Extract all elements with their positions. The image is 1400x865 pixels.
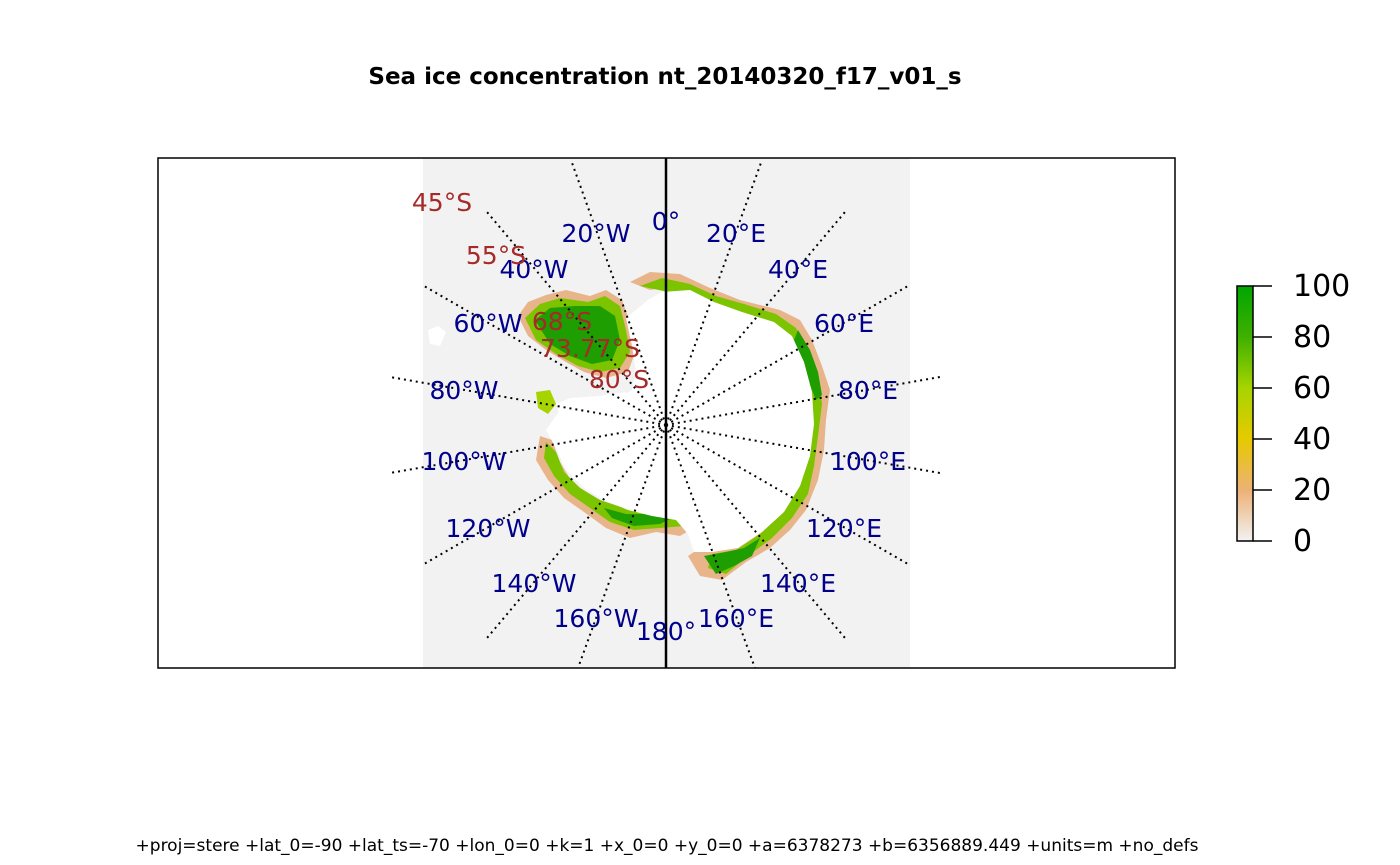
- lon-label: 180°: [636, 617, 696, 646]
- lon-label: 60°E: [814, 309, 874, 338]
- lon-label: 160°E: [698, 604, 774, 633]
- lon-label: 40°E: [768, 255, 828, 284]
- legend-tick: 20: [1293, 473, 1331, 508]
- lat-label: 68°S: [532, 307, 592, 336]
- color-legend: 100 80 60 40 20 0: [1236, 269, 1350, 559]
- lon-label: 120°W: [446, 514, 531, 543]
- legend-tick: 40: [1293, 422, 1331, 457]
- projection-string: +proj=stere +lat_0=-90 +lat_ts=-70 +lon_…: [135, 836, 1199, 856]
- antarctica-land: [546, 290, 814, 552]
- lon-label: 100°E: [830, 447, 906, 476]
- lon-label: 80°E: [838, 376, 898, 405]
- lon-label: 20°E: [706, 219, 766, 248]
- lat-label: 55°S: [466, 241, 526, 270]
- legend-tick: 80: [1293, 320, 1331, 355]
- lat-label: 73.77°S: [540, 334, 640, 363]
- latitude-labels: 45°S 55°S 68°S 73.77°S 80°S: [412, 188, 649, 394]
- longitude-labels: 0° 20°E 40°E 60°E 80°E 100°E 120°E 140°E…: [422, 207, 906, 646]
- lon-label: 140°W: [492, 569, 577, 598]
- lon-label: 120°E: [806, 514, 882, 543]
- lon-label: 60°W: [453, 309, 522, 338]
- lon-label: 140°E: [760, 569, 836, 598]
- legend-tick: 0: [1293, 524, 1312, 559]
- map-frame: [157, 157, 1176, 669]
- meridian-lines: [389, 159, 941, 668]
- lon-label: 20°W: [561, 219, 630, 248]
- map-title: Sea ice concentration nt_20140320_f17_v0…: [368, 64, 962, 90]
- lat-label: 45°S: [412, 188, 472, 217]
- legend-tick: 60: [1293, 371, 1331, 406]
- lon-label: 40°W: [499, 255, 568, 284]
- lon-label: 160°W: [554, 604, 639, 633]
- legend-tick: 100: [1293, 269, 1350, 304]
- lat-label: 80°S: [589, 365, 649, 394]
- lon-label: 0°: [652, 207, 680, 236]
- lon-label: 100°W: [422, 447, 507, 476]
- legend-colorbar: [1236, 285, 1254, 542]
- lon-label: 80°W: [429, 376, 498, 405]
